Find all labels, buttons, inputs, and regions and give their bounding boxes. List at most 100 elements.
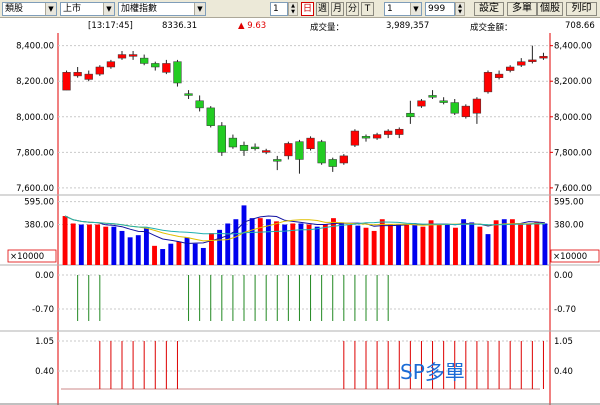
price-tick-right: 8,000.00 [554,113,592,123]
index-select[interactable]: 加權指數 ▼ [118,2,206,16]
category-value: 類股 [5,4,24,14]
volume-value: 3,989,357 [386,21,430,31]
candle-body [217,125,226,153]
period-day-button[interactable]: 日 [301,2,314,16]
candle-body [262,150,271,153]
range-input[interactable]: 999 [425,2,455,16]
volume-bar [322,224,328,265]
volume-bar [436,224,442,265]
volume-bar [404,224,410,265]
volume-bar [95,224,101,265]
price-tick-right: 8,200.00 [554,77,592,87]
quote-time: [13:17:45] [88,21,133,31]
volume-bar [70,223,76,265]
quote-info-bar: [13:17:45] 8336.31 ▲ 9.63 成交量： 3,989,357… [0,19,600,33]
volume-bar [534,222,540,265]
volume-bar [217,229,223,265]
volume-tick-right: 595.00 [554,198,584,208]
price-tick-left: 8,000.00 [16,113,54,123]
candle-body [361,136,371,139]
volume-bar [257,218,263,265]
volume-tick-right: 380.00 [554,221,584,231]
volume-bar [209,233,214,265]
volume-bar [282,224,288,265]
candle-body [306,137,315,150]
candle-body [106,61,116,68]
volume-bar [119,230,125,265]
print-button[interactable]: 列印 [566,2,597,16]
candle-body [506,66,515,71]
count-input[interactable]: 1 [270,2,288,16]
price-tick-right: 7,600.00 [554,184,592,194]
candle-body [140,57,149,64]
candle-body [151,63,160,68]
volume-unit-left: ×10000 [10,252,44,262]
candle-body [528,59,537,62]
price-tick-right: 7,800.00 [554,148,592,158]
candle-body [417,100,426,107]
chevron-down-icon[interactable]: ▼ [45,3,56,15]
volume-bar [233,219,239,265]
candle-body [461,105,470,118]
amount-value: 708.66 [565,21,595,31]
amount-label: 成交金額： [470,23,513,33]
volume-bar [62,216,68,265]
volume-bar [363,227,369,265]
osc-tick-right: 0.00 [554,271,573,281]
candle-body [494,73,504,78]
period-tick-button[interactable]: T [361,2,374,16]
period-minute-button[interactable]: 分 [346,2,359,16]
volume-bar [152,245,157,265]
sub-count-value: 1 [387,4,393,14]
chevron-down-icon[interactable]: ▼ [410,3,421,15]
candle-body [372,134,382,139]
volume-bar [379,219,385,265]
price-tick-left: 7,800.00 [16,148,54,158]
settings-button[interactable]: 設定 [474,2,504,16]
market-select[interactable]: 上市 ▼ [60,2,115,16]
candle-body [273,159,282,162]
quote-price: 8336.31 [162,21,198,31]
price-tick-left: 8,400.00 [16,42,54,52]
candle-body [339,155,348,164]
candle-body [439,100,448,103]
period-month-button[interactable]: 月 [331,2,344,16]
signal-tick-right: 1.05 [554,337,573,347]
range-value: 999 [428,4,446,14]
candle-body [206,107,215,126]
osc-tick-left: -0.70 [32,305,54,315]
volume-bar [371,230,377,265]
category-select[interactable]: 類股 ▼ [2,2,57,16]
volume-label: 成交量： [310,23,345,33]
sub-count-select[interactable]: 1 ▼ [384,2,422,16]
volume-unit-box [550,249,600,263]
candle-body [117,54,127,59]
chart-area[interactable]: 8,400.00 8,400.00 8,200.00 8,200.00 8,000.00… [0,33,600,405]
volume-unit-right: ×10000 [553,252,587,262]
candle-body [406,112,415,118]
volume-bar [103,226,109,265]
period-week-button[interactable]: 週 [316,2,329,16]
chevron-down-icon[interactable]: ▼ [103,3,114,15]
volume-bar [461,219,467,265]
range-spinner[interactable]: ▲ ▼ [455,2,465,16]
multi-button[interactable]: 多單 [507,2,537,16]
signal-tick-left: 0.40 [35,367,54,377]
index-value: 加權指數 [121,4,158,14]
volume-bar [428,220,434,265]
volume-bar [265,219,271,265]
market-value: 上市 [63,4,82,14]
volume-bar [160,249,166,265]
volume-bar [274,221,279,265]
volume-bar [420,226,426,265]
candle-body [173,61,182,84]
stocks-button[interactable]: 個股 [537,2,563,16]
candle-body [162,63,171,73]
volume-bar [493,220,499,265]
count-spinner[interactable]: ▲ ▼ [288,2,298,16]
volume-ma-line [64,215,545,245]
candle-body [62,72,71,91]
count-value: 1 [273,4,279,14]
volume-bar [542,223,548,265]
chevron-down-icon[interactable]: ▼ [194,3,205,15]
